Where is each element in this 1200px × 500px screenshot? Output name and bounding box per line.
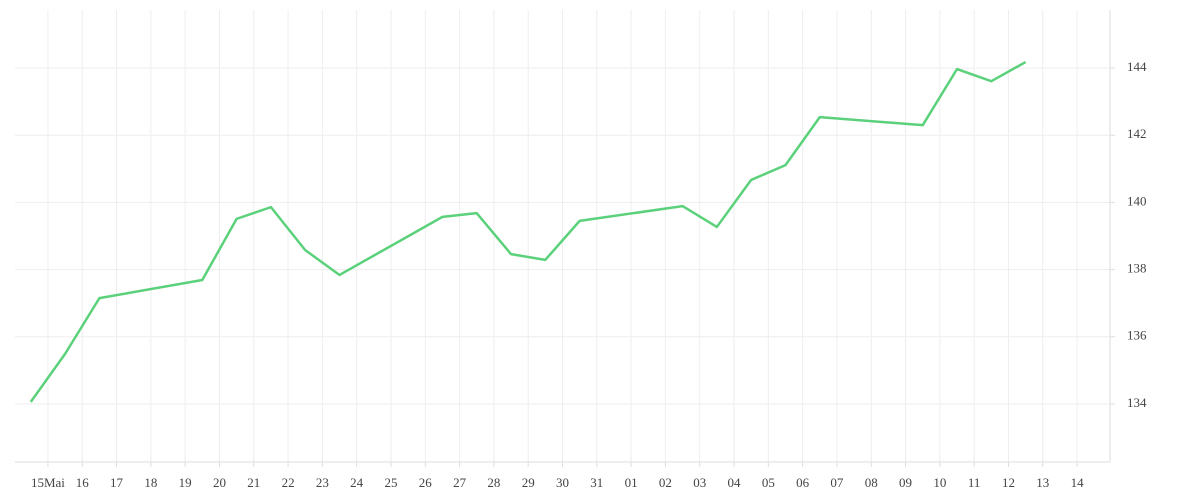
x-tick-label: 12 — [1002, 475, 1015, 490]
x-tick-label: 14 — [1071, 475, 1085, 490]
x-tick-label: 11 — [968, 475, 981, 490]
x-tick-label: 16 — [76, 475, 90, 490]
x-tick-label: 19 — [179, 475, 192, 490]
x-tick-label: 28 — [487, 475, 500, 490]
x-tick-label: 07 — [830, 475, 844, 490]
y-tick-label: 134 — [1127, 395, 1147, 410]
x-tick-label: 01 — [625, 475, 638, 490]
x-tick-label: 23 — [316, 475, 329, 490]
x-tick-label: 17 — [110, 475, 124, 490]
x-tick-label: 02 — [659, 475, 672, 490]
x-tick-label: 15Mai — [31, 475, 65, 490]
x-tick-label: 04 — [728, 475, 742, 490]
x-tick-label: 06 — [796, 475, 810, 490]
x-tick-label: 08 — [865, 475, 878, 490]
x-tick-label: 10 — [933, 475, 946, 490]
x-tick-label: 03 — [693, 475, 706, 490]
x-tick-label: 18 — [144, 475, 157, 490]
x-tick-label: 09 — [899, 475, 912, 490]
x-tick-label: 30 — [556, 475, 569, 490]
x-tick-label: 24 — [350, 475, 364, 490]
x-tick-label: 13 — [1036, 475, 1049, 490]
x-tick-label: 26 — [419, 475, 433, 490]
y-tick-label: 142 — [1127, 126, 1147, 141]
y-tick-label: 144 — [1127, 59, 1147, 74]
x-tick-label: 29 — [522, 475, 535, 490]
x-tick-label: 27 — [453, 475, 467, 490]
x-tick-label: 31 — [590, 475, 603, 490]
x-tick-label: 20 — [213, 475, 226, 490]
x-tick-label: 05 — [762, 475, 775, 490]
y-tick-label: 138 — [1127, 261, 1147, 276]
x-tick-label: 21 — [247, 475, 260, 490]
y-tick-label: 136 — [1127, 328, 1147, 343]
y-tick-label: 140 — [1127, 193, 1147, 208]
x-tick-label: 25 — [384, 475, 397, 490]
x-tick-label: 22 — [282, 475, 295, 490]
data-line — [29, 60, 1027, 403]
